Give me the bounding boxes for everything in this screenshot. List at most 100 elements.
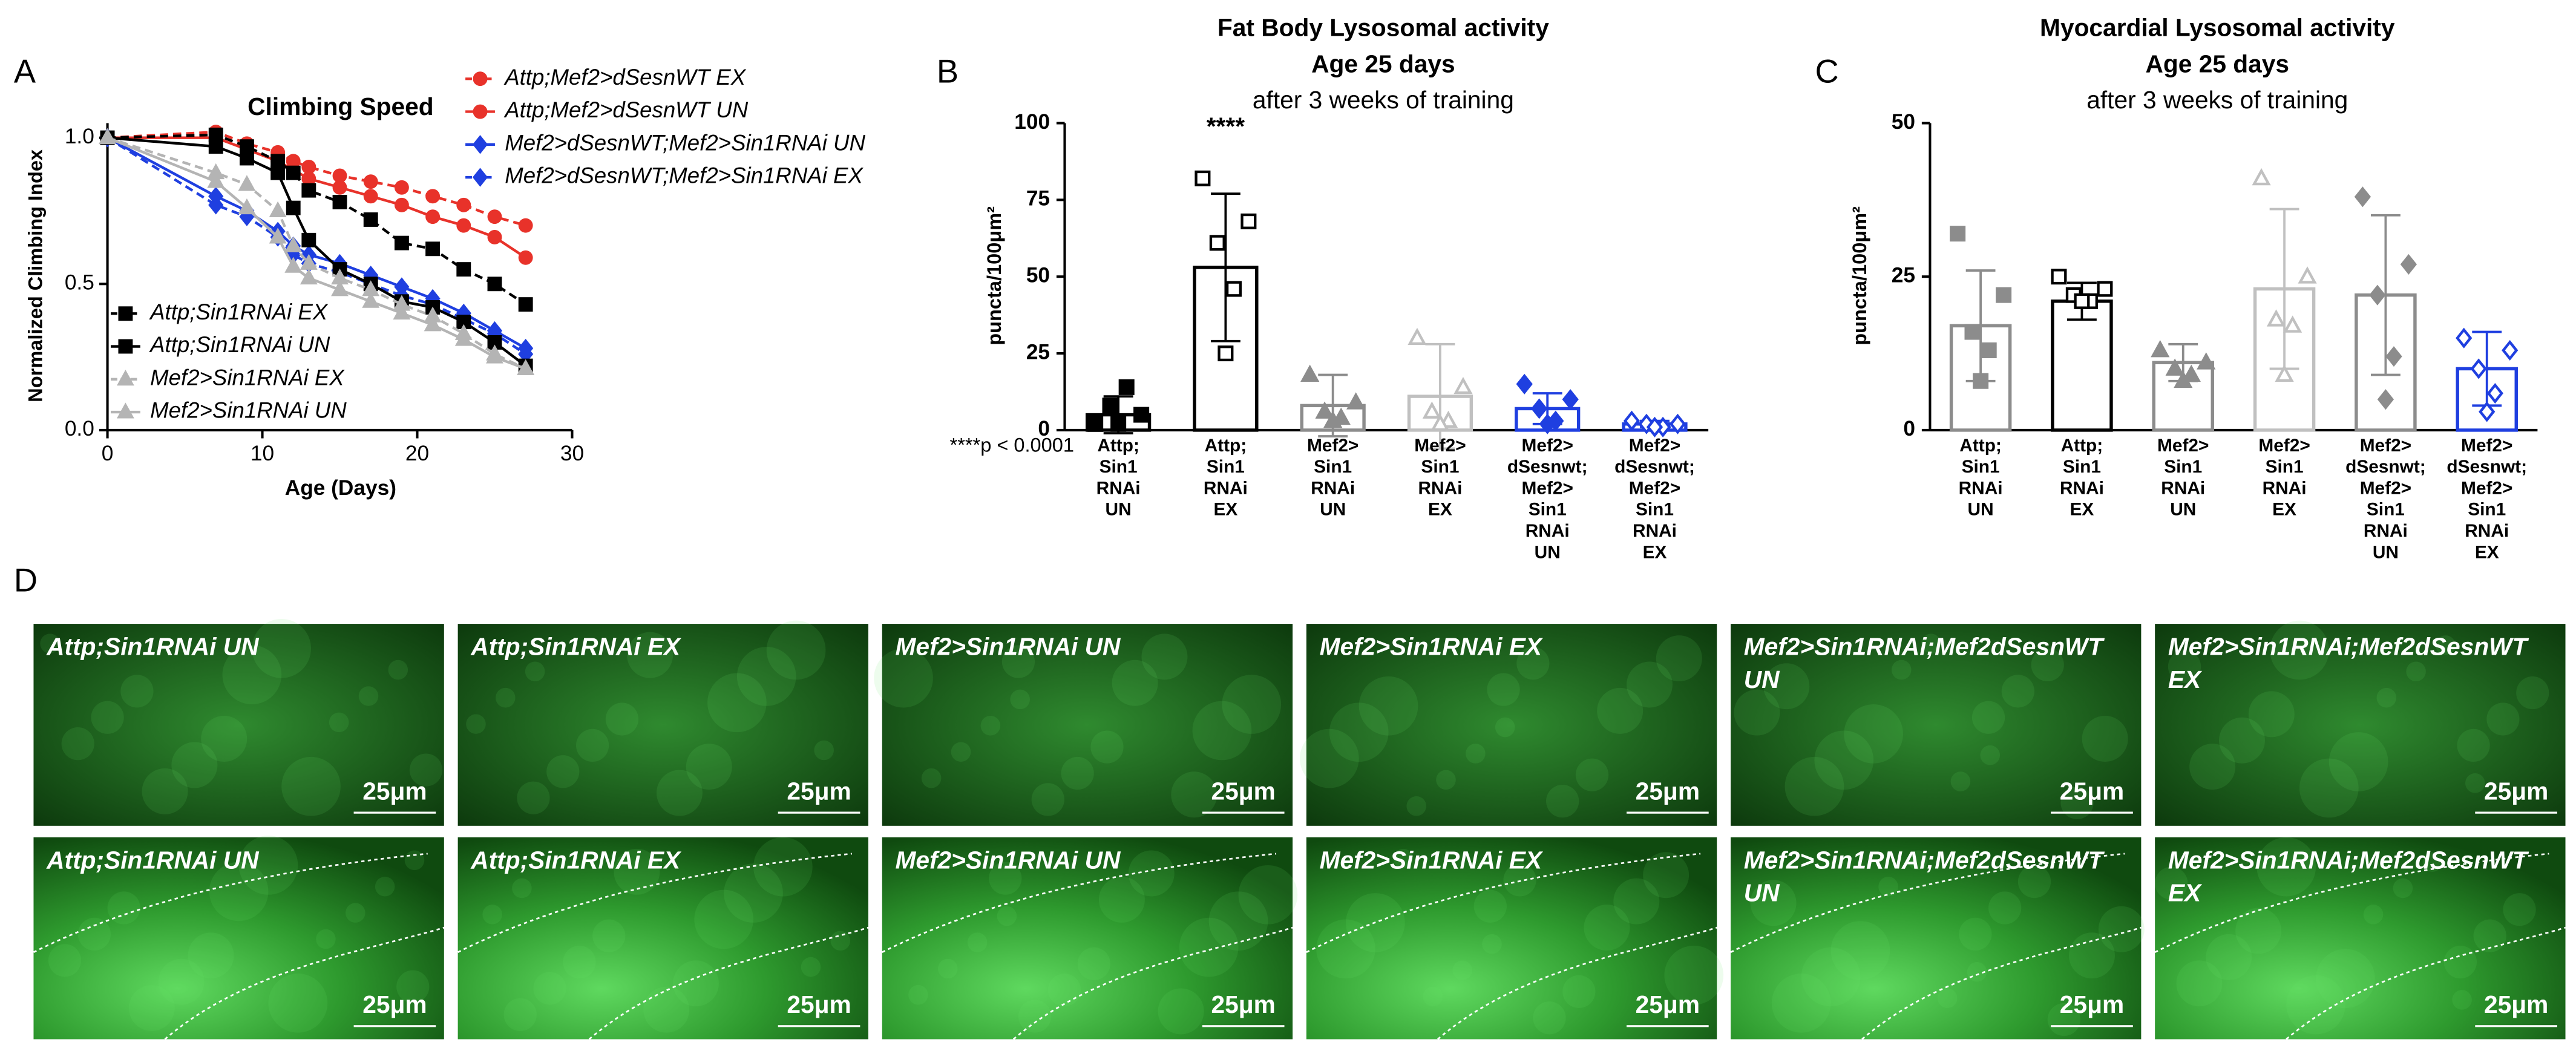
texture xyxy=(766,620,826,680)
marker xyxy=(425,241,441,257)
chart-title: Age 25 days xyxy=(2146,50,2289,77)
x-tick-label: Mef2> xyxy=(2157,436,2209,456)
marker xyxy=(487,209,502,224)
tissue-boundary xyxy=(882,853,1277,953)
texture xyxy=(1734,689,1780,736)
texture xyxy=(1128,850,1175,897)
marker xyxy=(487,230,502,244)
texture xyxy=(1562,975,1596,1009)
marker xyxy=(2074,293,2090,309)
marker xyxy=(2151,339,2170,358)
marker xyxy=(1209,235,1225,251)
micrograph: Mef2>Sin1RNAi UN 25μm xyxy=(882,837,1298,1040)
scale-bar-label: 25μm xyxy=(2060,990,2124,1018)
marker xyxy=(300,254,318,270)
panel-label: B xyxy=(937,53,959,90)
tissue-boundary xyxy=(1861,926,2142,1040)
texture xyxy=(1771,974,1831,1033)
legend-label: Attp;Sin1RNAi EX xyxy=(149,300,329,324)
y-tick-label: 25 xyxy=(1892,264,1915,287)
micrograph-image xyxy=(33,624,444,826)
scale-bar-label: 25μm xyxy=(1211,777,1276,805)
texture xyxy=(1656,635,1702,682)
marker xyxy=(99,128,116,145)
y-tick-label: 100 xyxy=(1014,110,1050,134)
x-tick-label: 20 xyxy=(405,442,429,465)
texture xyxy=(2218,717,2265,764)
marker xyxy=(331,280,349,296)
marker xyxy=(238,198,256,215)
marker xyxy=(363,174,378,189)
scale-bar-label: 25μm xyxy=(787,990,851,1018)
y-tick-label: 25 xyxy=(1026,340,1050,364)
marker xyxy=(2165,358,2184,376)
marker xyxy=(284,236,303,252)
panel-label: D xyxy=(14,563,38,599)
marker xyxy=(2283,315,2302,333)
micrograph-label: Mef2>Sin1RNAi EX xyxy=(1320,846,1544,874)
texture xyxy=(517,781,550,814)
x-tick-label: UN xyxy=(2373,542,2399,562)
micrograph-image xyxy=(457,624,868,826)
texture xyxy=(1516,647,1550,680)
legend-label: Attp;Mef2>dSesnWT EX xyxy=(503,65,747,90)
marker xyxy=(1133,407,1150,423)
panel-label: A xyxy=(14,53,36,90)
texture xyxy=(1482,934,1502,954)
texture xyxy=(1061,756,1094,790)
texture xyxy=(724,863,783,923)
y-tick-label: 0.0 xyxy=(65,417,94,440)
texture xyxy=(1452,960,1472,980)
series-line xyxy=(107,136,526,259)
marker xyxy=(1118,379,1135,395)
x-tick-label: RNAi xyxy=(1096,478,1141,498)
marker xyxy=(269,227,287,244)
y-tick-label: 50 xyxy=(1026,264,1050,287)
texture xyxy=(1627,661,1673,708)
texture xyxy=(2068,932,2115,979)
texture xyxy=(1393,848,1414,869)
x-tick-label: Sin1 xyxy=(2468,500,2506,520)
texture xyxy=(2017,865,2051,899)
texture xyxy=(2248,691,2295,738)
x-tick-label: dSesnwt; xyxy=(2447,457,2527,477)
x-tick-label: Mef2> xyxy=(1522,478,1573,498)
marker xyxy=(2470,358,2487,379)
marker xyxy=(2252,168,2271,186)
texture xyxy=(1937,988,1958,1009)
x-tick-label: dSesnwt; xyxy=(2345,457,2426,477)
texture xyxy=(1179,917,1239,977)
texture xyxy=(830,931,851,951)
y-tick-label: 0 xyxy=(1038,417,1050,440)
x-tick-label: Sin1 xyxy=(2063,457,2101,477)
marker xyxy=(2197,352,2216,370)
micrograph: Mef2>Sin1RNAi;Mef2dSesnWT UN 25μm xyxy=(1731,624,2142,826)
texture xyxy=(61,727,94,761)
legend-marker xyxy=(472,135,488,154)
marker xyxy=(486,347,503,364)
x-tick-label: 10 xyxy=(251,442,274,465)
texture xyxy=(627,632,673,678)
tissue-boundary xyxy=(164,926,445,1040)
x-tick-label: EX xyxy=(1213,500,1237,520)
marker xyxy=(332,180,347,195)
marker xyxy=(239,139,254,154)
micrograph-image xyxy=(882,837,1293,1039)
marker xyxy=(2298,266,2317,284)
micrograph-label: Mef2>Sin1RNAi UN xyxy=(895,846,1121,874)
marker xyxy=(301,183,316,198)
y-tick-label: 1.0 xyxy=(65,125,94,148)
texture xyxy=(482,905,502,925)
texture xyxy=(1971,701,2005,734)
x-tick-label: Attp; xyxy=(1959,436,2002,456)
scale-bar-label: 25μm xyxy=(2484,990,2548,1018)
texture xyxy=(91,701,124,734)
texture xyxy=(686,744,732,790)
texture xyxy=(329,712,349,733)
marker xyxy=(1539,413,1556,434)
x-tick-label: RNAi xyxy=(1311,478,1355,498)
marker xyxy=(1996,287,2012,303)
marker xyxy=(456,197,471,212)
y-tick-label: 0.5 xyxy=(65,271,94,295)
texture xyxy=(736,647,796,706)
